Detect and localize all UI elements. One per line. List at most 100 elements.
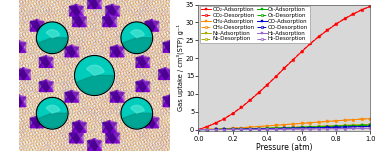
Polygon shape bbox=[72, 45, 79, 57]
Polygon shape bbox=[152, 116, 159, 128]
CO-Adsorption bbox=[248, 128, 253, 130]
O₂-Desorption bbox=[248, 128, 253, 130]
N₂-Adsorption bbox=[196, 129, 201, 130]
Circle shape bbox=[38, 99, 67, 128]
H₂-Adsorption bbox=[359, 127, 364, 129]
Polygon shape bbox=[30, 19, 37, 31]
H₂-Desorption bbox=[325, 128, 330, 130]
Polygon shape bbox=[106, 133, 119, 143]
H₂-Desorption bbox=[359, 127, 364, 129]
CO₂-Desorption bbox=[334, 23, 338, 25]
Polygon shape bbox=[103, 17, 116, 27]
CH₄-Desorption bbox=[351, 119, 355, 120]
Polygon shape bbox=[163, 95, 177, 107]
CO-Desorption bbox=[248, 128, 253, 130]
H₂-Adsorption bbox=[274, 128, 278, 130]
CO-Adsorption bbox=[196, 129, 201, 130]
N₂-Adsorption bbox=[316, 125, 321, 127]
CO₂-Adsorption bbox=[359, 9, 364, 11]
CO₂-Desorption bbox=[291, 59, 295, 60]
Polygon shape bbox=[12, 40, 26, 52]
CO-Desorption bbox=[222, 129, 226, 130]
H₂-Desorption bbox=[248, 129, 253, 130]
CO-Desorption bbox=[265, 128, 270, 130]
N₂-Desorption bbox=[334, 125, 338, 127]
N₂-Adsorption bbox=[256, 127, 261, 129]
N₂-Adsorption bbox=[282, 127, 287, 129]
CO-Desorption bbox=[213, 129, 218, 130]
CO₂-Desorption bbox=[213, 122, 218, 124]
Polygon shape bbox=[145, 116, 159, 128]
H₂-Desorption bbox=[256, 129, 261, 130]
N₂-Adsorption bbox=[368, 124, 373, 125]
Polygon shape bbox=[136, 58, 150, 68]
CH₄-Desorption bbox=[334, 120, 338, 122]
Circle shape bbox=[121, 22, 153, 54]
CO₂-Desorption bbox=[265, 84, 270, 85]
H₂-Desorption bbox=[196, 129, 201, 130]
O₂-Desorption bbox=[196, 129, 201, 130]
Polygon shape bbox=[73, 15, 79, 27]
Circle shape bbox=[122, 99, 151, 128]
Polygon shape bbox=[19, 95, 26, 107]
CO-Desorption bbox=[196, 129, 201, 130]
CO₂-Desorption bbox=[299, 50, 304, 52]
CH₄-Adsorption bbox=[325, 120, 330, 122]
CO₂-Adsorption bbox=[299, 51, 304, 53]
CO-Adsorption bbox=[299, 127, 304, 129]
CO₂-Adsorption bbox=[282, 67, 287, 69]
Polygon shape bbox=[37, 19, 44, 31]
Polygon shape bbox=[159, 70, 172, 80]
N₂-Adsorption bbox=[222, 128, 226, 130]
Polygon shape bbox=[170, 40, 177, 52]
Polygon shape bbox=[136, 80, 143, 92]
Polygon shape bbox=[110, 47, 124, 57]
Polygon shape bbox=[65, 90, 79, 102]
Polygon shape bbox=[39, 80, 46, 92]
O₂-Adsorption bbox=[205, 129, 209, 130]
Polygon shape bbox=[70, 7, 83, 16]
Polygon shape bbox=[19, 40, 26, 52]
O₂-Desorption bbox=[368, 124, 373, 126]
CO₂-Adsorption bbox=[205, 126, 209, 128]
Polygon shape bbox=[106, 4, 113, 16]
CO₂-Desorption bbox=[342, 18, 347, 19]
Line: H₂-Desorption: H₂-Desorption bbox=[197, 127, 372, 131]
Polygon shape bbox=[65, 45, 79, 57]
CH₄-Adsorption bbox=[299, 122, 304, 124]
Polygon shape bbox=[110, 90, 124, 102]
Polygon shape bbox=[23, 68, 30, 79]
Polygon shape bbox=[65, 90, 72, 102]
CO₂-Desorption bbox=[351, 13, 355, 15]
Y-axis label: Gas uptake / cm³(STP) g⁻¹: Gas uptake / cm³(STP) g⁻¹ bbox=[177, 24, 184, 111]
Polygon shape bbox=[110, 45, 117, 57]
N₂-Adsorption bbox=[351, 124, 355, 126]
CO₂-Desorption bbox=[359, 9, 364, 10]
Polygon shape bbox=[94, 0, 101, 8]
N₂-Desorption bbox=[231, 128, 235, 130]
Line: CO₂-Adsorption: CO₂-Adsorption bbox=[197, 5, 372, 131]
CO₂-Adsorption bbox=[291, 59, 295, 61]
Circle shape bbox=[121, 97, 153, 129]
CH₄-Adsorption bbox=[256, 126, 261, 127]
Polygon shape bbox=[65, 47, 79, 57]
CH₄-Adsorption bbox=[334, 120, 338, 122]
Polygon shape bbox=[73, 120, 79, 132]
CO₂-Adsorption bbox=[256, 92, 261, 94]
Wedge shape bbox=[131, 105, 144, 113]
N₂-Desorption bbox=[325, 125, 330, 127]
CO₂-Adsorption bbox=[265, 84, 270, 86]
CO₂-Adsorption bbox=[351, 13, 355, 15]
Line: O₂-Adsorption: O₂-Adsorption bbox=[197, 124, 372, 131]
N₂-Adsorption bbox=[265, 127, 270, 129]
Polygon shape bbox=[76, 4, 83, 16]
Polygon shape bbox=[103, 15, 116, 27]
N₂-Adsorption bbox=[359, 124, 364, 126]
N₂-Adsorption bbox=[213, 129, 218, 130]
Circle shape bbox=[38, 23, 67, 52]
N₂-Adsorption bbox=[231, 128, 235, 130]
CO-Adsorption bbox=[351, 126, 355, 128]
Circle shape bbox=[74, 55, 115, 96]
Polygon shape bbox=[159, 68, 172, 79]
Polygon shape bbox=[88, 139, 101, 150]
